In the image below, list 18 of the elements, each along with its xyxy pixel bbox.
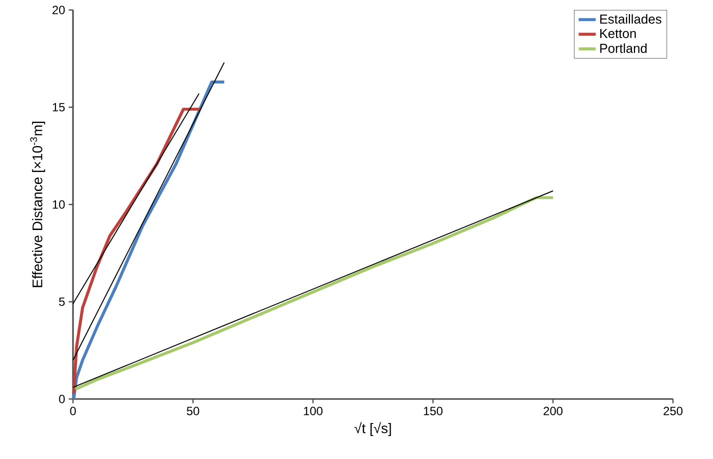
y-tick-label: 20 [52,6,65,14]
legend-label: Ketton [600,29,636,38]
y-tick-label: 0 [59,394,65,404]
y-tick-label: 15 [52,103,65,112]
x-tick-label: 100 [304,406,323,416]
y-tick-label: 5 [59,298,65,306]
line-series [72,80,226,400]
x-tick-label: 0 [70,406,76,416]
line-series [72,108,202,395]
x-tick-label: 200 [544,406,563,416]
x-tick-label: 50 [186,406,200,416]
x-axis-title: √t [√s] [354,422,391,436]
legend-label: Portland [600,43,647,53]
x-tick-label: 150 [424,406,443,416]
x-tick-label: 250 [664,406,683,416]
y-axis-title: Effective Distance [×10$^{-3}$m] [30,122,46,288]
y-tick-label: 10 [52,200,65,209]
legend-label: Estaillades [600,14,662,24]
